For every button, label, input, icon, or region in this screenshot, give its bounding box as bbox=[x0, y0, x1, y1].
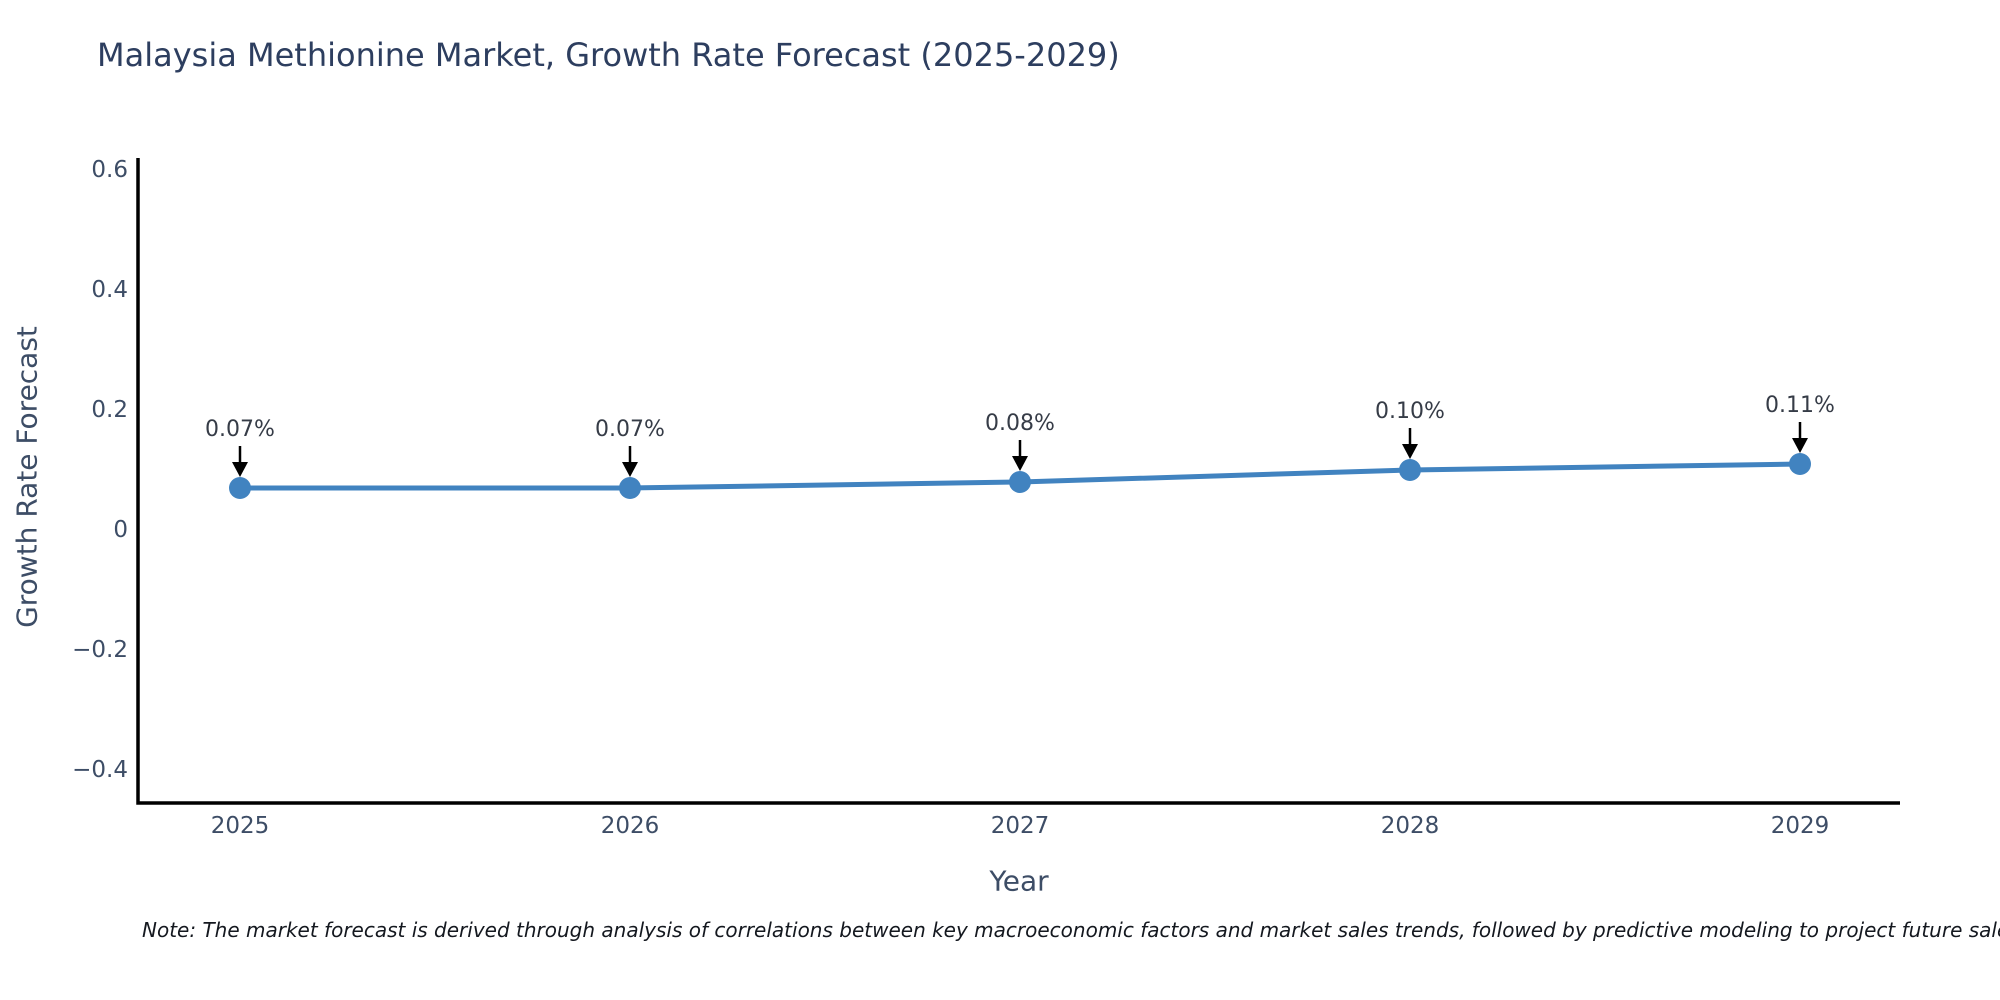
axis-spines bbox=[136, 158, 1900, 805]
data-point-label: 0.10% bbox=[1375, 399, 1445, 424]
annotation-arrowhead-icon bbox=[1792, 438, 1808, 453]
y-tick-label: 0.4 bbox=[91, 277, 128, 303]
annotation-arrowhead-icon bbox=[232, 462, 248, 477]
data-point-label: 0.08% bbox=[985, 411, 1055, 436]
annotation-arrowhead-icon bbox=[1012, 456, 1028, 471]
y-tick-label: −0.4 bbox=[72, 757, 128, 783]
data-point-marker bbox=[229, 477, 251, 499]
x-tick-label: 2027 bbox=[990, 813, 1050, 839]
x-tick-label: 2029 bbox=[1770, 813, 1830, 839]
y-axis-title: Growth Rate Forecast bbox=[10, 326, 44, 628]
chart-title: Malaysia Methionine Market, Growth Rate … bbox=[97, 36, 1120, 74]
y-tick-label: 0 bbox=[113, 517, 128, 543]
annotation-arrowhead-icon bbox=[1402, 444, 1418, 459]
x-axis-title: Year bbox=[989, 864, 1049, 898]
x-tick-label: 2025 bbox=[210, 813, 270, 839]
y-tick-label: 0.2 bbox=[91, 397, 128, 423]
y-tick-label: −0.2 bbox=[72, 637, 128, 663]
data-point-label: 0.07% bbox=[595, 417, 665, 442]
data-point-label: 0.11% bbox=[1765, 393, 1835, 418]
y-tick-label: 0.6 bbox=[91, 157, 128, 183]
data-point-marker bbox=[619, 477, 641, 499]
annotation-arrowhead-icon bbox=[622, 462, 638, 477]
x-tick-label: 2028 bbox=[1380, 813, 1440, 839]
x-tick-label: 2026 bbox=[600, 813, 660, 839]
data-point-label: 0.07% bbox=[205, 417, 275, 442]
data-point-marker bbox=[1009, 471, 1031, 493]
footnote: Note: The market forecast is derived thr… bbox=[142, 918, 2000, 942]
data-point-marker bbox=[1399, 459, 1421, 481]
data-point-marker bbox=[1789, 453, 1811, 475]
